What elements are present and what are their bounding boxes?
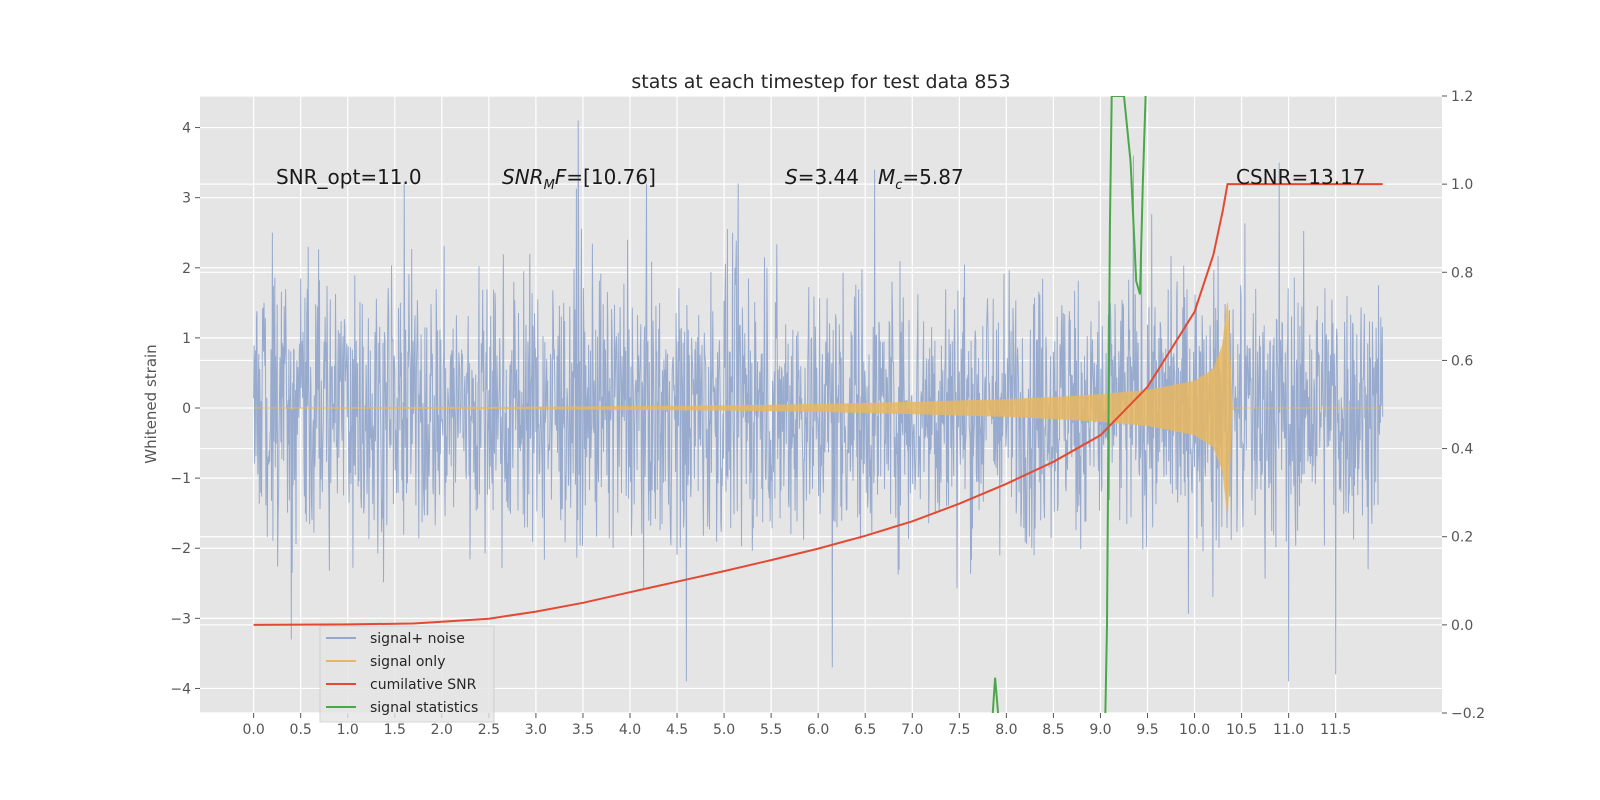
- y2-tick-label: 0.8: [1451, 265, 1473, 281]
- legend-label-signal-statistics: signal statistics: [370, 700, 478, 716]
- x-tick-label: 4.5: [666, 722, 688, 738]
- x-tick-label: 9.0: [1089, 722, 1111, 738]
- x-tick-label: 1.0: [337, 722, 359, 738]
- x-tick-label: 10.0: [1179, 722, 1210, 738]
- annotation-mc: Mc=5.87: [878, 165, 964, 193]
- x-tick-label: 8.5: [1042, 722, 1064, 738]
- y-tick-label: −4: [170, 681, 191, 697]
- data-series: [253, 96, 1384, 713]
- y2-tick-label: 0.2: [1451, 530, 1473, 546]
- mc-value: =5.87: [902, 165, 963, 189]
- x-tick-label: 3.0: [525, 722, 547, 738]
- y-tick-label: 2: [182, 261, 191, 277]
- x-tick-label: 3.5: [572, 722, 594, 738]
- s-name: S: [785, 165, 798, 189]
- x-tick-label: 4.0: [619, 722, 641, 738]
- x-tick-label: 1.5: [384, 722, 406, 738]
- x-tick-label: 7.0: [901, 722, 923, 738]
- mc-name: M: [878, 165, 895, 189]
- snr-mf-subscript: M: [544, 178, 555, 193]
- x-tick-label: 5.5: [760, 722, 782, 738]
- annotation-s: S=3.44: [785, 165, 859, 189]
- x-tick-label: 5.0: [713, 722, 735, 738]
- chart-title: stats at each timestep for test data 853: [631, 71, 1010, 93]
- series-signal-statistics: [991, 96, 1147, 713]
- x-tick-label: 2.5: [478, 722, 500, 738]
- x-tick-label: 7.5: [948, 722, 970, 738]
- y-tick-label: 1: [182, 331, 191, 347]
- snr-mf-name: SNR: [502, 165, 544, 189]
- annotations: SNR_opt=11.0 SNRMF=[10.76] S=3.44 Mc=5.8…: [276, 165, 1366, 193]
- series-cumilative-snr: [253, 183, 1383, 626]
- snr-mf-value: =[10.76]: [566, 165, 656, 189]
- snr-mf-tail: F: [555, 165, 567, 189]
- series-signal-only: [253, 302, 1383, 514]
- x-tick-label: 2.0: [431, 722, 453, 738]
- legend-label-signal-only: signal only: [370, 654, 445, 670]
- y-tick-label: 4: [182, 121, 191, 137]
- y2-tick-label: 0.4: [1451, 442, 1473, 458]
- x-tick-label: 0.5: [290, 722, 312, 738]
- x-tick-label: 11.5: [1320, 722, 1351, 738]
- y2-tick-label: 1.0: [1451, 177, 1473, 193]
- legend: signal+ noise signal only cumilative SNR…: [319, 625, 495, 723]
- y-tick-label: −3: [170, 611, 191, 627]
- y-tick-label: 3: [182, 191, 191, 207]
- annotation-snr-mf: SNRMF=[10.76]: [502, 165, 656, 193]
- mc-subscript: c: [895, 178, 902, 193]
- x-tick-label: 0.0: [242, 722, 264, 738]
- legend-label-signal-noise: signal+ noise: [370, 631, 465, 647]
- y2-tick-label: 1.2: [1451, 89, 1473, 105]
- x-tick-label: 6.5: [854, 722, 876, 738]
- axes: 0.0 0.5 1.0 1.5 2.0 2.5 3.0 3.5 4.0 4.5 5.0 5.5 6.0 6…: [170, 89, 1485, 738]
- x-tick-label: 6.0: [807, 722, 829, 738]
- x-tick-label: 10.5: [1226, 722, 1257, 738]
- y-tick-label: −2: [170, 541, 191, 557]
- s-value: =3.44: [798, 165, 859, 189]
- y2-tick-label: 0.6: [1451, 353, 1473, 369]
- annotation-csnr: CSNR=13.17: [1236, 165, 1366, 189]
- y-axis-label: Whitened strain: [142, 344, 160, 463]
- y2-tick-label: 0.0: [1451, 618, 1473, 634]
- y-tick-label: −1: [170, 471, 191, 487]
- annotation-snr-opt: SNR_opt=11.0: [276, 165, 422, 189]
- series-signal-noise: [253, 120, 1384, 682]
- y-tick-label: 0: [182, 401, 191, 417]
- y2-tick-label: −0.2: [1451, 706, 1485, 722]
- legend-label-cumilative-snr: cumilative SNR: [370, 677, 477, 693]
- x-tick-label: 8.0: [995, 722, 1017, 738]
- x-tick-label: 11.0: [1273, 722, 1304, 738]
- x-tick-label: 9.5: [1136, 722, 1158, 738]
